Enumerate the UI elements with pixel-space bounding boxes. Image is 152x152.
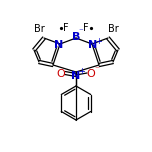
Text: F: F — [83, 23, 89, 33]
Text: N: N — [71, 71, 81, 81]
Text: +: + — [79, 67, 85, 76]
Text: N: N — [54, 40, 64, 50]
Text: Br: Br — [108, 24, 118, 34]
Text: N: N — [88, 40, 98, 50]
Text: F: F — [63, 23, 69, 33]
Text: ⁻: ⁻ — [79, 28, 83, 36]
Text: O: O — [57, 69, 65, 79]
Text: Br: Br — [34, 24, 44, 34]
Text: +: + — [96, 36, 102, 45]
Text: ⁻: ⁻ — [95, 66, 99, 74]
Text: O: O — [87, 69, 95, 79]
Text: B: B — [72, 32, 80, 42]
